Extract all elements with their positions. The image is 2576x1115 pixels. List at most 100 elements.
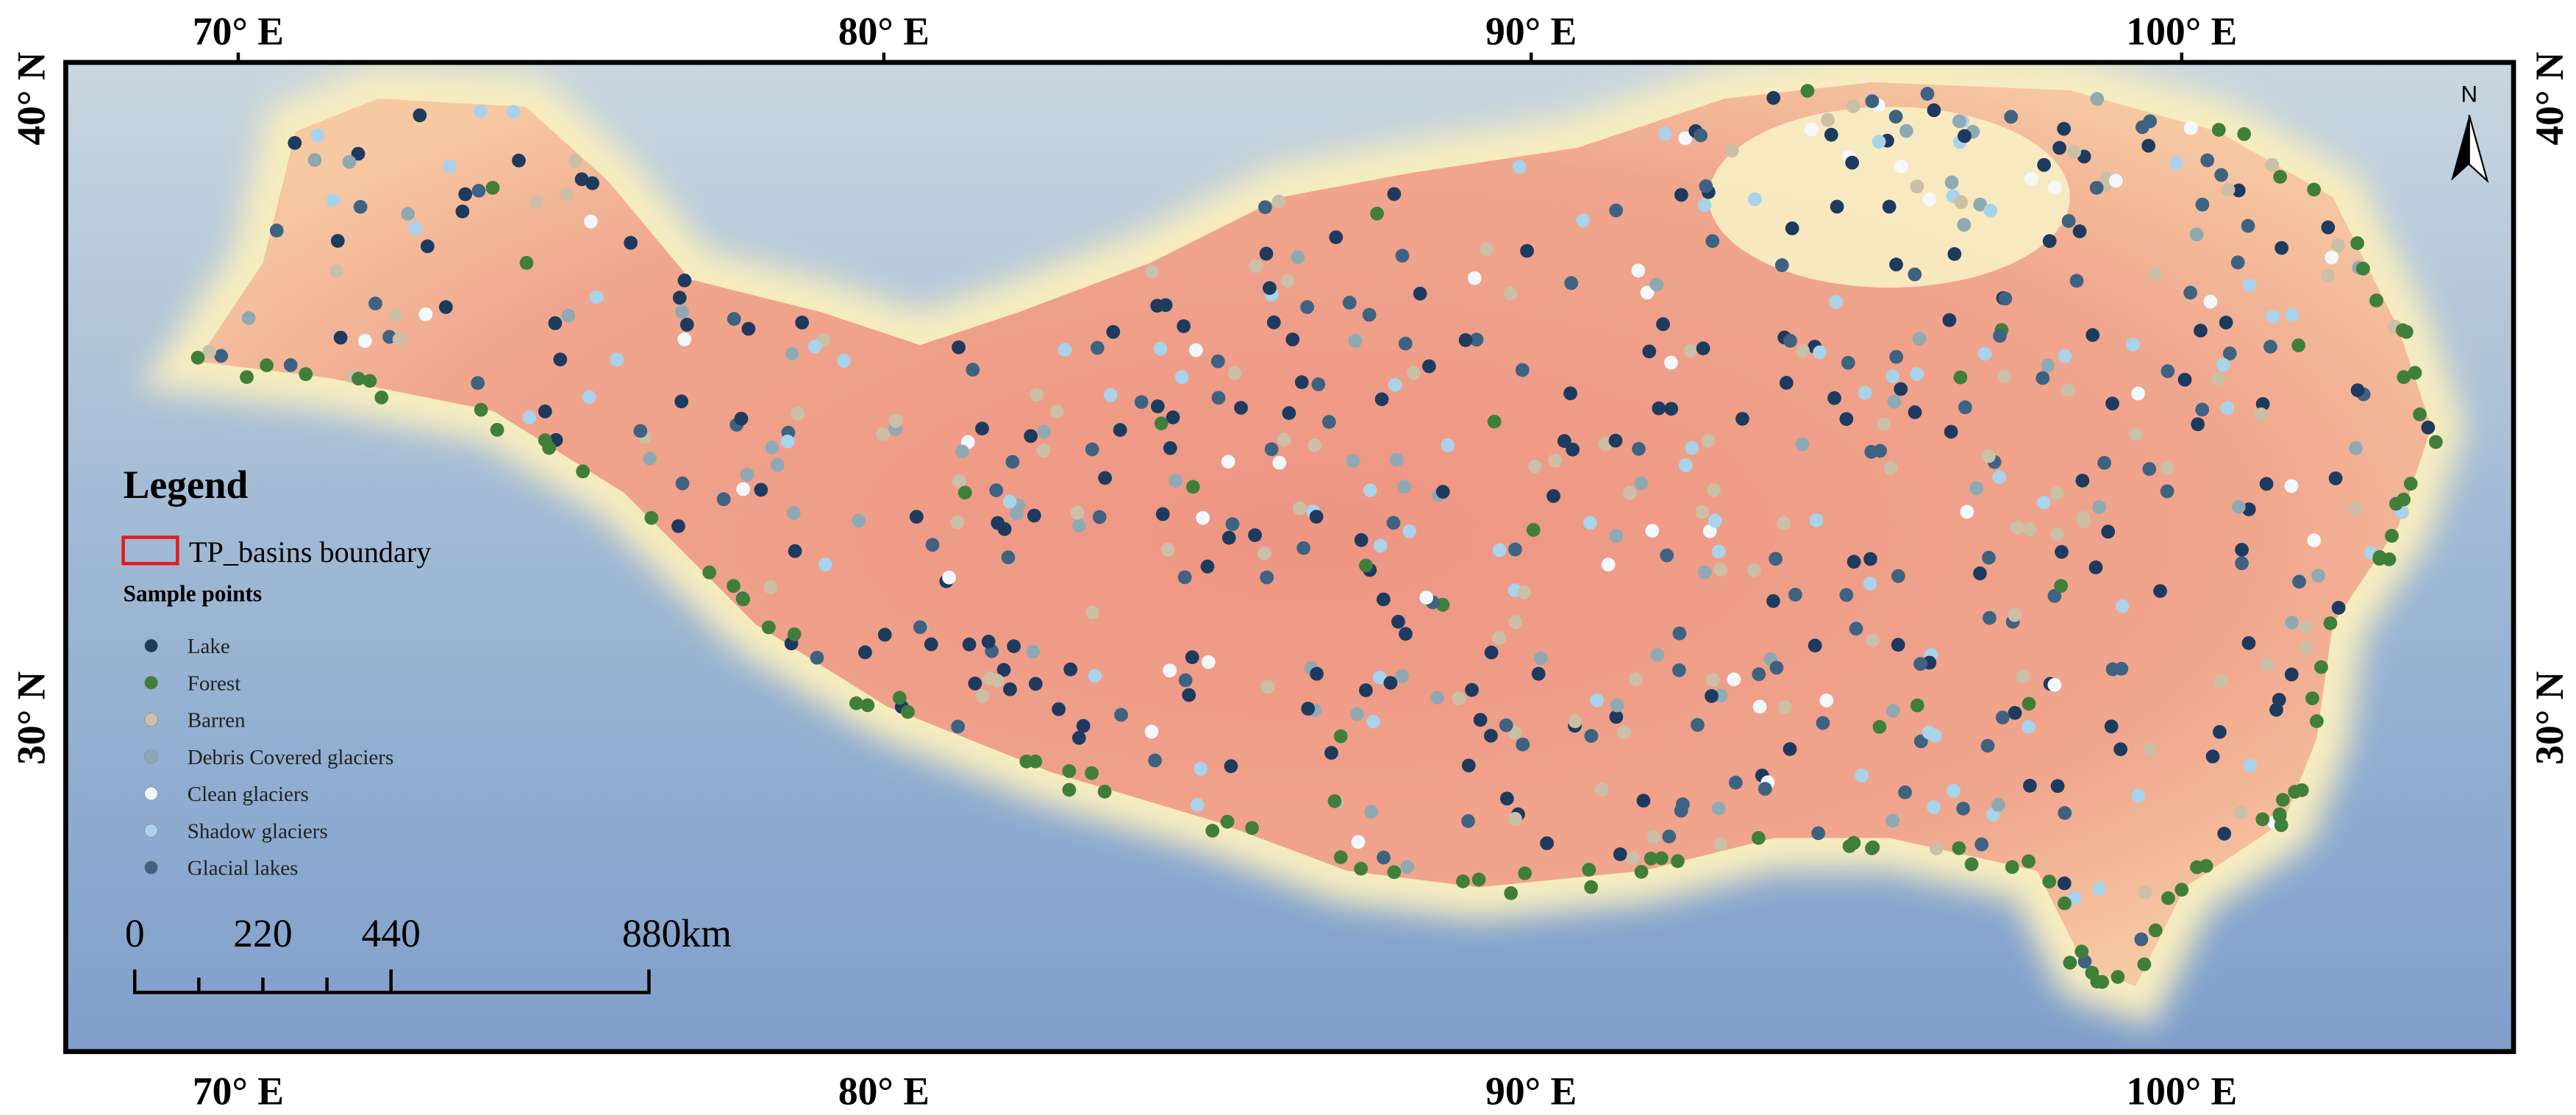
sample-point <box>1991 798 2005 812</box>
sample-point <box>876 427 890 441</box>
sample-point <box>1952 841 1966 855</box>
sample-point <box>950 515 965 530</box>
sample-point <box>2211 371 2226 386</box>
sample-point <box>671 519 685 533</box>
sample-point <box>1321 415 1336 430</box>
sample-point <box>1259 246 1274 261</box>
map-frame <box>63 60 2516 1055</box>
sample-point <box>1309 510 1324 524</box>
sample-point <box>2092 881 2107 896</box>
sample-point <box>1623 486 1637 500</box>
sample-point <box>2004 110 2019 124</box>
sample-point <box>1816 716 1830 730</box>
sample-point <box>1632 441 1646 456</box>
sample-point <box>1348 333 1363 348</box>
sample-point <box>2285 307 2300 322</box>
sample-point <box>1841 355 1855 370</box>
sample-point <box>1307 438 1322 452</box>
sample-point <box>1913 734 1928 749</box>
sample-point <box>1748 192 1762 207</box>
sample-point <box>1001 550 1016 565</box>
sample-point <box>1363 483 1377 498</box>
sample-point <box>1804 122 1819 137</box>
sample-point <box>1190 797 1205 812</box>
scale-label: 880km <box>622 911 732 955</box>
sample-point <box>1708 513 1722 528</box>
sample-point <box>1783 742 1797 756</box>
sample-point <box>1376 592 1391 607</box>
sample-point <box>1969 481 1983 496</box>
sample-point <box>2385 529 2399 543</box>
sample-point <box>1189 343 1203 357</box>
sample-point <box>2108 174 2123 188</box>
sample-point <box>1526 523 1541 537</box>
sample-point <box>1646 830 1660 844</box>
sample-point <box>942 570 957 585</box>
sample-point <box>1993 329 2007 343</box>
sample-point <box>2272 693 2286 707</box>
sample-point <box>1333 729 1348 744</box>
sample-point <box>2190 860 2204 874</box>
sample-point <box>1929 841 1944 855</box>
sample-points <box>190 84 2443 989</box>
sample-point <box>1944 424 1958 439</box>
sample-point <box>2114 661 2129 676</box>
sample-point <box>1658 127 1672 141</box>
sample-point <box>1887 394 1902 409</box>
sample-point <box>1071 519 1086 533</box>
sample-point <box>1713 563 1727 577</box>
sample-point <box>2075 474 2090 488</box>
sample-point <box>787 627 802 641</box>
sample-point <box>968 676 982 691</box>
sample-point <box>957 485 972 500</box>
sample-point <box>413 108 427 123</box>
sample-point <box>1373 538 1388 553</box>
sample-point <box>1354 861 1369 876</box>
sample-point <box>529 195 544 210</box>
sample-point <box>574 172 589 187</box>
sample-point <box>2047 677 2062 692</box>
sample-point <box>1280 274 1295 288</box>
sample-point <box>2057 121 2072 136</box>
sample-point <box>996 663 1011 677</box>
sample-point <box>1301 702 1316 716</box>
legend: Legend TP_basins boundary Sample points … <box>121 463 431 880</box>
sample-point <box>1090 341 1105 355</box>
sample-point <box>2049 486 2064 501</box>
sample-point <box>1201 655 1216 669</box>
sample-point <box>2213 724 2227 739</box>
sample-point <box>1694 128 1708 143</box>
sample-point <box>1660 548 1674 563</box>
sample-point <box>241 311 256 325</box>
sample-point <box>2086 328 2100 342</box>
sample-point <box>2131 788 2146 803</box>
sample-point <box>1487 414 1502 429</box>
sample-point <box>1085 605 1099 619</box>
sample-point <box>2057 876 2072 891</box>
sample-point <box>2160 484 2174 499</box>
sample-point <box>307 153 322 167</box>
sample-point <box>1057 343 1072 357</box>
sample-point <box>2213 674 2228 688</box>
sample-point <box>2021 719 2036 734</box>
sample-point <box>2089 180 2104 195</box>
sample-point <box>1277 432 1291 447</box>
sample-point <box>1696 341 1710 355</box>
sample-point <box>1613 847 1627 861</box>
sample-point <box>1370 207 1384 221</box>
sample-point <box>997 521 1012 536</box>
sample-point <box>1766 594 1780 608</box>
sample-point <box>2161 891 2175 905</box>
sample-point <box>1362 307 1377 322</box>
sample-point <box>2356 261 2370 276</box>
sample-point <box>1484 729 1498 743</box>
sample-point <box>2142 462 2157 476</box>
sample-point <box>1922 725 1936 740</box>
sample-point <box>1508 615 1523 630</box>
sample-point <box>1626 851 1641 866</box>
sample-point <box>807 339 822 354</box>
sample-point <box>2183 121 2198 135</box>
sample-point <box>1155 507 1170 521</box>
sample-point <box>1695 505 1710 519</box>
sample-point <box>716 492 731 507</box>
